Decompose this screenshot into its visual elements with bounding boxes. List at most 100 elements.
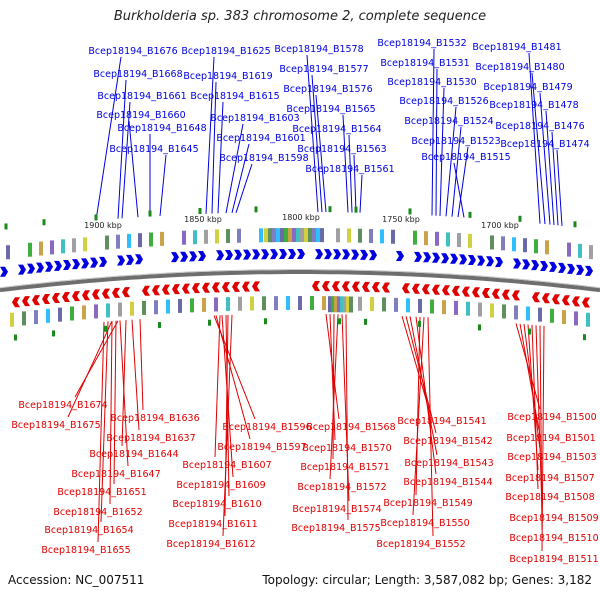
function-block (61, 239, 65, 254)
function-block (94, 304, 98, 319)
reverse-gene-arrow (412, 283, 420, 294)
function-block (276, 228, 280, 243)
label-connector (519, 323, 540, 431)
gene-label: Bcep18194_B1609 (176, 480, 265, 491)
reverse-gene-arrow (12, 297, 20, 308)
label-connector (121, 320, 127, 447)
gene-label: Bcep18194_B1474 (500, 139, 589, 150)
gene-label: Bcep18194_B1577 (279, 64, 368, 75)
rna-tick (528, 328, 531, 335)
forward-gene-arrow (225, 250, 233, 261)
forward-gene-arrow (297, 249, 305, 260)
reverse-gene-arrow (482, 287, 490, 298)
reverse-gene-arrow (162, 284, 170, 295)
gene-label: Bcep18194_B1615 (190, 91, 279, 102)
gene-label: Bcep18194_B1578 (274, 44, 363, 55)
forward-gene-arrow (171, 252, 179, 263)
reverse-gene-arrow (102, 288, 110, 299)
rna-tick (354, 206, 358, 213)
label-connector (306, 54, 319, 213)
label-connector (211, 81, 217, 214)
gene-label: Bcep18194_B1532 (377, 38, 466, 49)
forward-gene-arrow (567, 263, 575, 274)
forward-gene-arrow (468, 254, 476, 265)
function-block (298, 296, 302, 310)
function-block (349, 296, 353, 313)
forward-gene-arrow (585, 265, 593, 276)
rna-tick (408, 208, 412, 215)
function-block (336, 228, 340, 243)
label-connector (139, 319, 144, 411)
gene-label: Bcep18194_B1478 (489, 100, 578, 111)
label-connector (329, 314, 339, 480)
forward-gene-arrow (396, 251, 404, 262)
gene-label: Bcep18194_B1676 (88, 46, 177, 57)
function-block (501, 236, 505, 251)
function-block (237, 228, 241, 243)
label-connector (412, 317, 425, 516)
forward-gene-arrow (459, 254, 467, 265)
function-block (116, 234, 120, 249)
gene-label: Bcep18194_B1509 (509, 513, 598, 524)
reverse-gene-arrow (492, 288, 500, 299)
label-connector (131, 319, 140, 431)
scale-label: 1700 kbp (481, 221, 519, 230)
function-block (142, 300, 146, 315)
reverse-gene-arrow (152, 285, 160, 296)
rna-tick (198, 208, 202, 215)
gene-label: Bcep18194_B1647 (71, 469, 160, 480)
function-block (435, 231, 439, 246)
function-block (226, 297, 230, 312)
forward-gene-arrow (261, 249, 269, 260)
reverse-gene-arrow (312, 281, 320, 292)
function-block (312, 228, 316, 243)
label-connector (329, 314, 336, 441)
forward-gene-arrow (18, 264, 26, 275)
forward-gene-arrow (486, 256, 494, 267)
function-block (490, 303, 494, 318)
function-block (106, 303, 110, 318)
label-connector (409, 316, 438, 456)
function-block (523, 238, 527, 253)
function-block (514, 305, 518, 320)
forward-gene-arrow (342, 249, 350, 260)
function-block (72, 238, 76, 253)
rna-tick (478, 324, 481, 331)
reverse-gene-arrow (552, 294, 560, 305)
gene-label: Bcep18194_B1565 (286, 104, 375, 115)
label-connector (539, 325, 543, 531)
gene-label: Bcep18194_B1507 (505, 473, 594, 484)
function-block (512, 237, 516, 252)
label-connector (113, 320, 117, 485)
forward-gene-arrow (252, 249, 260, 260)
function-block (418, 298, 422, 313)
function-block (304, 228, 308, 243)
gene-label: Bcep18194_B1544 (403, 477, 492, 488)
function-block (166, 299, 170, 314)
reverse-gene-arrow (332, 281, 340, 292)
label-connector (109, 321, 113, 505)
label-connector (453, 162, 465, 218)
function-block (149, 232, 153, 247)
backbone-arc-highlight (0, 269, 600, 289)
label-connector (214, 315, 221, 458)
reverse-gene-arrow (22, 296, 30, 307)
function-block (118, 302, 122, 317)
function-block (406, 298, 410, 313)
gene-label: Bcep18194_B1596 (222, 422, 311, 433)
reverse-gene-arrow (532, 292, 540, 303)
function-block (274, 296, 278, 311)
gene-label: Bcep18194_B1542 (403, 436, 492, 447)
function-block (466, 301, 470, 316)
gene-label: Bcep18194_B1523 (411, 136, 500, 147)
reverse-gene-arrow (142, 285, 150, 296)
gene-label: Bcep18194_B1508 (505, 492, 594, 503)
label-connector (439, 87, 445, 217)
reverse-gene-arrow (202, 282, 210, 293)
forward-gene-arrow (369, 250, 377, 261)
label-connector (311, 74, 323, 213)
function-block (337, 296, 341, 313)
label-connector (539, 92, 551, 225)
backbone-arc (0, 270, 600, 293)
reverse-gene-arrow (432, 284, 440, 295)
